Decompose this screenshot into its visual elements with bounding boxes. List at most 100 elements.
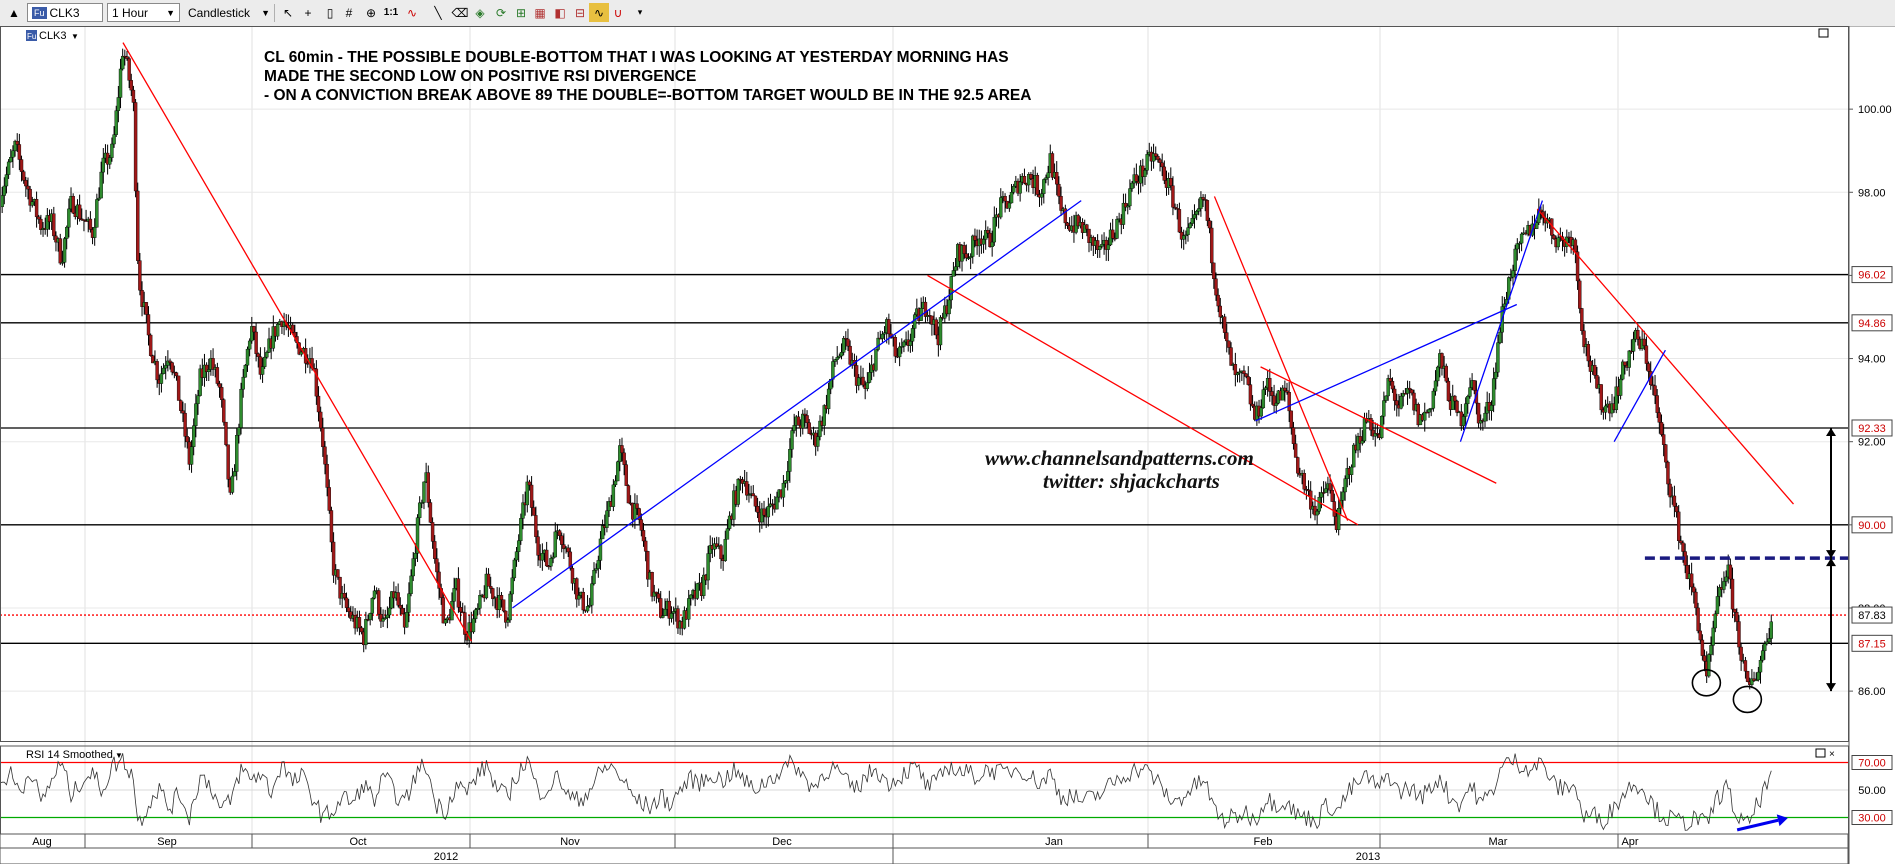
candle-body [1225, 332, 1229, 342]
rsi-legend[interactable]: RSI 14 Smoothed ▼ [26, 749, 123, 761]
candle-body [1756, 671, 1761, 681]
candle-body [837, 355, 842, 358]
month-label: Apr [1621, 836, 1638, 848]
data-window-icon[interactable]: ▯ [326, 5, 334, 20]
candle-body [1289, 410, 1294, 428]
line-icon[interactable]: ╲ [434, 5, 442, 20]
candle-body [379, 613, 383, 622]
candle-body [1698, 630, 1702, 641]
candle-body [198, 368, 202, 396]
candle-body [1745, 670, 1750, 682]
candle-body [1433, 380, 1438, 392]
one-to-one-icon[interactable]: 1:1 [383, 7, 399, 18]
close-rsi-pane-icon[interactable]: × [1829, 749, 1835, 760]
candle-body [783, 480, 788, 484]
alerts-icon[interactable]: ◧ [554, 5, 566, 20]
eraser-icon[interactable]: ⌫ [451, 5, 469, 20]
chart-style-select[interactable]: Candlestick ▼ [188, 3, 270, 22]
candle-body [323, 446, 327, 465]
candle-body [521, 502, 525, 519]
candle-body [594, 568, 598, 571]
toolbar: ▲ Fu CLK3 1 Hour ▼ Candlestick ▼ ↖ + ▯ # ⊕ … [0, 0, 1895, 27]
symbol-input[interactable]: Fu CLK3 [27, 3, 103, 22]
candle-body [544, 549, 549, 567]
candle-body [986, 230, 990, 234]
candle-body [805, 415, 809, 423]
candle-body [1395, 400, 1399, 406]
cursor-icon[interactable]: ↖ [282, 5, 294, 20]
candle-body [596, 560, 601, 569]
red-trendline [1260, 366, 1497, 484]
symbol-label: CLK3 [39, 30, 67, 42]
oscillator-icon[interactable]: ∿ [589, 3, 609, 22]
layout-icon[interactable]: ▦ [534, 5, 546, 20]
candle-body [1233, 364, 1238, 376]
candle-body [1556, 237, 1560, 248]
candle-body [381, 618, 385, 622]
candle-body [833, 359, 837, 362]
candle-body [725, 528, 730, 540]
axes: Aug Sep Oct Nov Dec Jan Feb Mar Apr 2012 2013 100.0… [0, 26, 1893, 864]
toolbar-divider [274, 4, 275, 22]
zoom-icon[interactable]: ⊕ [365, 5, 377, 20]
maximize-rsi-pane-icon[interactable] [1815, 748, 1826, 758]
candle-body [151, 355, 155, 364]
candle-body [1685, 565, 1690, 580]
replay-icon[interactable]: ⟳ [495, 5, 507, 20]
interval-select[interactable]: 1 Hour ▼ [107, 3, 180, 22]
candle-body [1679, 540, 1683, 544]
template-icon[interactable]: ⊞ [515, 5, 527, 20]
candle-body [1405, 387, 1410, 394]
maximize-price-pane-icon[interactable] [1818, 28, 1829, 38]
candle-body [902, 341, 906, 347]
candle-body [887, 319, 891, 335]
candle-body [1190, 218, 1195, 224]
magnet-icon[interactable]: ∪ [613, 5, 623, 20]
panel-controls[interactable]: × [1815, 28, 1835, 760]
price-level-badge-text: 96.02 [1858, 270, 1886, 282]
symbol-legend[interactable]: Fu CLK3 ▼ [26, 30, 79, 42]
candle-body [1386, 378, 1390, 397]
fibonacci-icon[interactable]: ⊟ [574, 5, 586, 20]
more-icon[interactable]: ▾ [637, 7, 643, 17]
candle-body [1160, 162, 1164, 168]
candle-body [1029, 173, 1033, 179]
candle-body [1283, 387, 1287, 391]
blue-trendline [1459, 200, 1544, 442]
candle-body [1401, 393, 1405, 397]
pattern-icon[interactable]: ◈ [475, 5, 485, 20]
candle-body [723, 539, 727, 561]
candle-body [659, 598, 663, 618]
chart-area[interactable]: Aug Sep Oct Nov Dec Jan Feb Mar Apr 2012 2013 100.0… [0, 26, 1895, 864]
candle-body [1373, 433, 1377, 437]
candle-body [30, 201, 34, 206]
candle-body [1653, 385, 1657, 396]
candle-body [1065, 222, 1070, 226]
indicator-icon[interactable]: ∿ [406, 5, 418, 20]
candle-body [1511, 270, 1515, 278]
candle-body [230, 475, 235, 493]
candle-body [510, 577, 514, 595]
candle-body [1151, 153, 1156, 162]
rsi-divergence-arrow [1736, 818, 1779, 832]
candle-body [613, 480, 618, 486]
price-level-badge [1851, 314, 1893, 332]
price-level-badge [1851, 634, 1893, 652]
candle-body [383, 617, 387, 619]
candle-body [1384, 395, 1388, 401]
annotation: CL 60min - THE POSSIBLE DOUBLE-BOTTOM TH… [264, 49, 1031, 104]
rsi-level-badge-text: 50.00 [1858, 785, 1886, 797]
candle-body [1661, 434, 1666, 445]
chevron-down-icon: ▼ [115, 751, 123, 760]
collapse-icon[interactable]: ▲ [8, 5, 20, 20]
candle-body [252, 326, 256, 333]
double-bottom-circle [1691, 669, 1722, 697]
grid-icon[interactable]: # [345, 5, 353, 20]
crosshair-icon[interactable]: + [304, 5, 312, 20]
candle-body [1330, 489, 1334, 502]
month-label: Dec [772, 836, 792, 848]
candle-body [342, 593, 347, 599]
candle-body [1003, 196, 1007, 202]
candle-body [1737, 621, 1741, 648]
candle-body [1121, 202, 1126, 225]
